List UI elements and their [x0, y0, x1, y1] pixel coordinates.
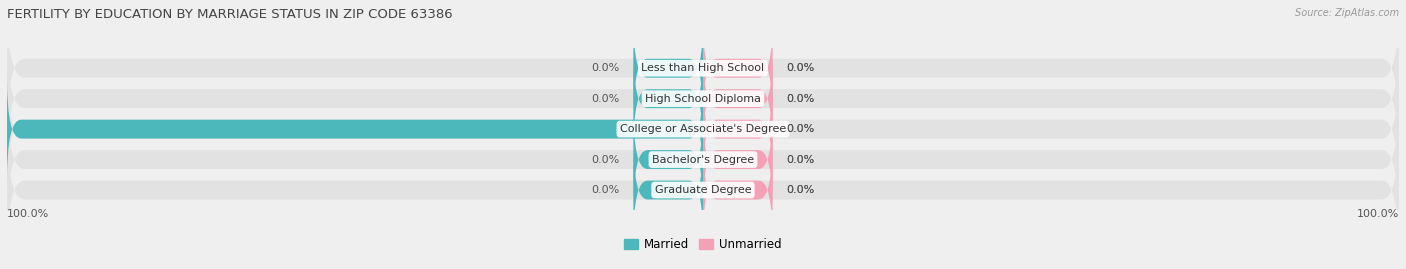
FancyBboxPatch shape [7, 62, 1399, 196]
Text: 0.0%: 0.0% [592, 185, 620, 195]
Text: High School Diploma: High School Diploma [645, 94, 761, 104]
Text: 0.0%: 0.0% [786, 94, 814, 104]
FancyBboxPatch shape [703, 47, 773, 150]
Text: Less than High School: Less than High School [641, 63, 765, 73]
FancyBboxPatch shape [7, 2, 1399, 135]
FancyBboxPatch shape [633, 47, 703, 150]
Text: 0.0%: 0.0% [786, 185, 814, 195]
Text: 0.0%: 0.0% [592, 63, 620, 73]
FancyBboxPatch shape [703, 108, 773, 211]
Legend: Married, Unmarried: Married, Unmarried [620, 233, 786, 256]
Text: 0.0%: 0.0% [592, 155, 620, 165]
Text: 0.0%: 0.0% [786, 155, 814, 165]
FancyBboxPatch shape [7, 93, 1399, 226]
Text: Bachelor's Degree: Bachelor's Degree [652, 155, 754, 165]
FancyBboxPatch shape [703, 78, 773, 180]
FancyBboxPatch shape [7, 78, 703, 180]
Text: 0.0%: 0.0% [786, 185, 814, 195]
FancyBboxPatch shape [633, 139, 703, 242]
Text: College or Associate's Degree: College or Associate's Degree [620, 124, 786, 134]
FancyBboxPatch shape [633, 108, 703, 211]
FancyBboxPatch shape [703, 17, 773, 120]
Text: 0.0%: 0.0% [786, 63, 814, 73]
Text: 0.0%: 0.0% [786, 155, 814, 165]
FancyBboxPatch shape [7, 123, 1399, 257]
Text: 100.0%: 100.0% [1357, 209, 1399, 219]
Text: 100.0%: 100.0% [7, 209, 49, 219]
FancyBboxPatch shape [7, 32, 1399, 165]
Text: 0.0%: 0.0% [786, 94, 814, 104]
Text: 0.0%: 0.0% [786, 63, 814, 73]
Text: Source: ZipAtlas.com: Source: ZipAtlas.com [1295, 8, 1399, 18]
FancyBboxPatch shape [633, 17, 703, 120]
Text: 0.0%: 0.0% [786, 124, 814, 134]
Text: Graduate Degree: Graduate Degree [655, 185, 751, 195]
Text: 0.0%: 0.0% [592, 94, 620, 104]
Text: 0.0%: 0.0% [786, 124, 814, 134]
FancyBboxPatch shape [703, 139, 773, 242]
Text: FERTILITY BY EDUCATION BY MARRIAGE STATUS IN ZIP CODE 63386: FERTILITY BY EDUCATION BY MARRIAGE STATU… [7, 8, 453, 21]
